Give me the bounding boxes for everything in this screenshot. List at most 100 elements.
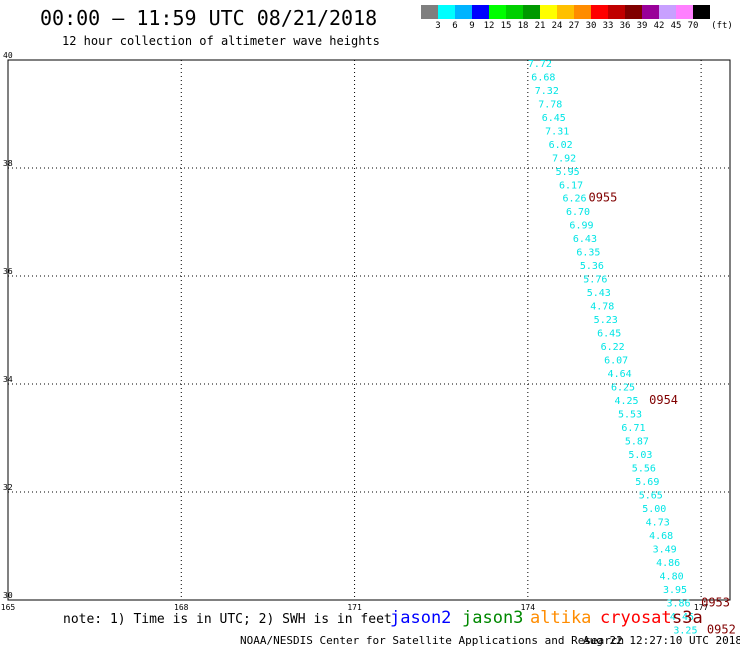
color-scale-unit: (ft) [711, 21, 733, 31]
color-scale-label: 33 [602, 21, 614, 31]
wave-height-point: 6.26 [562, 193, 586, 204]
color-scale-label: 15 [500, 21, 512, 31]
wave-height-point: 4.45 [670, 612, 694, 623]
color-scale-label: 6 [452, 21, 458, 31]
y-tick-label: 40 [3, 51, 13, 60]
wave-height-point: 5.03 [628, 450, 652, 461]
wave-height-point: 6.99 [569, 220, 593, 231]
pass-time-label: 0955 [588, 190, 617, 204]
pass-time-label: 0952 [707, 622, 736, 636]
x-tick-label: 165 [1, 603, 16, 612]
wave-height-point: 6.68 [531, 73, 555, 84]
pass-time-label: 0954 [649, 393, 678, 407]
chart-title: 00:00 – 11:59 UTC 08/21/2018 [40, 6, 378, 30]
wave-height-point: 3.25 [673, 625, 697, 636]
footer-timestamp: Aug 22 12:27:10 UTC 2018 [583, 634, 740, 647]
footer-credit: NOAA/NESDIS Center for Satellite Applica… [240, 634, 625, 647]
color-swatch [693, 5, 710, 19]
color-scale-label: 39 [636, 21, 648, 31]
wave-height-point: 7.32 [535, 86, 559, 97]
satellite-s3a: s3a [672, 608, 703, 628]
color-swatch [574, 5, 591, 19]
color-scale-label: 3 [435, 21, 441, 31]
wave-height-point: 6.02 [549, 140, 573, 151]
color-swatch [438, 5, 455, 19]
wave-height-point: 5.95 [556, 167, 580, 178]
wave-height-point: 5.23 [594, 315, 618, 326]
wave-height-point: 6.17 [559, 181, 583, 192]
color-swatch [642, 5, 659, 19]
wave-height-point: 5.53 [618, 409, 642, 420]
color-swatch [659, 5, 676, 19]
wave-height-point: 4.64 [608, 369, 632, 380]
color-scale-label: 18 [517, 21, 529, 31]
color-scale-label: 36 [619, 21, 631, 31]
wave-height-point: 4.25 [614, 396, 638, 407]
satellite-cryosat: cryosat [600, 608, 672, 628]
wave-height-point: 5.43 [587, 288, 611, 299]
y-tick-label: 38 [3, 159, 13, 168]
color-scale-label: 70 [687, 21, 699, 31]
color-scale-labels: 3 6 9 12 15 18 21 24 27 30 33 36 39 42 45 70 (ft) [421, 19, 733, 31]
wave-height-point: 4.80 [660, 571, 684, 582]
x-tick-label: 171 [347, 603, 362, 612]
wave-height-point: 3.49 [653, 544, 677, 555]
wave-height-point: 7.72 [528, 59, 552, 70]
wave-height-point: 5.87 [625, 436, 649, 447]
color-swatch [472, 5, 489, 19]
satellite-altika: altika [530, 608, 592, 628]
x-tick-label: 174 [521, 603, 536, 612]
color-swatch [489, 5, 506, 19]
color-swatch [625, 5, 642, 19]
wave-height-point: 5.69 [635, 477, 659, 488]
color-scale-swatches [421, 5, 710, 19]
footer-note: note: 1) Time is in UTC; 2) SWH is in fe… [63, 612, 392, 627]
wave-height-point: 5.00 [642, 504, 666, 515]
wave-height-point: 6.70 [566, 207, 590, 218]
color-swatch [523, 5, 540, 19]
wave-height-point: 6.35 [576, 247, 600, 258]
satellite-jason2: jason2 [390, 608, 452, 628]
wave-height-point: 7.31 [545, 127, 569, 138]
wave-height-point: 4.68 [649, 531, 673, 542]
color-scale-label: 30 [585, 21, 597, 31]
color-scale-legend: 3 6 9 12 15 18 21 24 27 30 33 36 39 42 45 70 (ft) [421, 5, 733, 31]
color-scale-label: 12 [483, 21, 495, 31]
wave-height-point: 3.95 [663, 585, 687, 596]
chart-subtitle: 12 hour collection of altimeter wave hei… [62, 34, 380, 48]
wave-height-point: 6.71 [621, 423, 645, 434]
color-scale-label: 21 [534, 21, 546, 31]
wave-height-point: 6.45 [542, 113, 566, 124]
wave-height-point: 5.36 [580, 261, 604, 272]
plot-frame [7, 59, 731, 601]
wave-height-point: 6.22 [601, 342, 625, 353]
color-scale-label: 24 [551, 21, 563, 31]
wave-height-point: 4.78 [590, 301, 614, 312]
y-tick-label: 30 [3, 591, 13, 600]
wave-height-point: 3.86 [666, 598, 690, 609]
color-scale-label: 45 [670, 21, 682, 31]
x-tick-label: 177 [694, 603, 709, 612]
color-swatch [455, 5, 472, 19]
wave-height-point: 5.65 [639, 490, 663, 501]
color-swatch [506, 5, 523, 19]
wave-height-point: 7.78 [538, 100, 562, 111]
wave-height-point: 5.56 [632, 463, 656, 474]
color-scale-label: 42 [653, 21, 665, 31]
wave-height-point: 7.92 [552, 154, 576, 165]
color-scale-label: 9 [469, 21, 475, 31]
wave-height-point: 4.73 [646, 517, 670, 528]
x-tick-label: 168 [174, 603, 189, 612]
color-swatch [540, 5, 557, 19]
color-swatch [557, 5, 574, 19]
color-swatch [608, 5, 625, 19]
color-swatch [591, 5, 608, 19]
color-swatch [676, 5, 693, 19]
y-tick-label: 32 [3, 483, 13, 492]
y-tick-label: 34 [3, 375, 13, 384]
wave-height-point: 4.86 [656, 558, 680, 569]
wave-height-point: 6.45 [597, 328, 621, 339]
wave-height-point: 6.43 [573, 234, 597, 245]
satellite-jason3: jason3 [462, 608, 524, 628]
